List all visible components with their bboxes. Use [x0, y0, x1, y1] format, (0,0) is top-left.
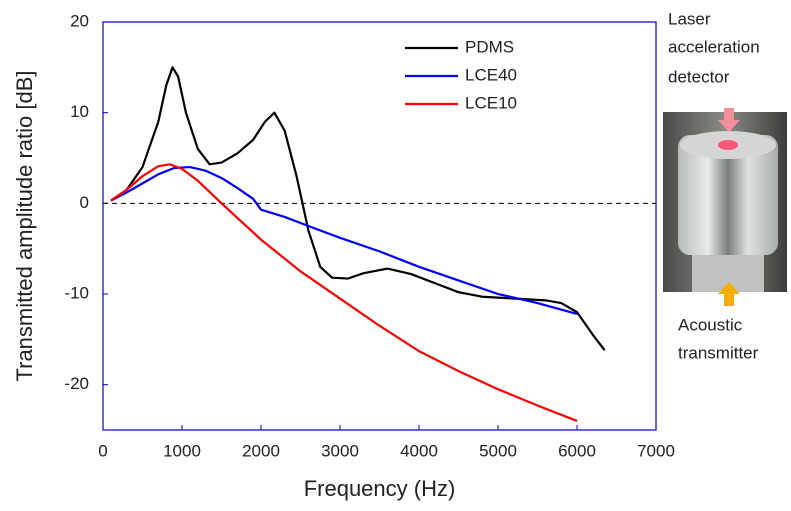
- legend-label: LCE10: [465, 93, 517, 112]
- annotation: Acoustic: [678, 315, 743, 334]
- series-line: [110, 165, 578, 316]
- x-tick-label: 4000: [400, 441, 438, 460]
- x-axis-label: Frequency (Hz): [304, 476, 456, 501]
- plot-frame: [102, 21, 657, 431]
- annotation: detector: [668, 67, 730, 86]
- y-tick-label: -20: [64, 374, 89, 393]
- photo: [663, 108, 787, 306]
- x-tick-label: 7000: [637, 441, 675, 460]
- y-axis-label: Transmitted amplitude ratio [dB]: [12, 71, 37, 382]
- y-tick-label: 10: [70, 102, 89, 121]
- x-tick-label: 6000: [558, 441, 596, 460]
- x-tick-label: 1000: [163, 441, 201, 460]
- x-tick-label: 3000: [321, 441, 359, 460]
- legend-label: LCE40: [465, 65, 517, 84]
- y-tick-label: 0: [80, 193, 89, 212]
- series-line: [110, 163, 578, 422]
- y-tick-label: 20: [70, 11, 89, 30]
- annotation: transmitter: [678, 343, 759, 362]
- x-tick-label: 2000: [242, 441, 280, 460]
- x-tick-label: 0: [98, 441, 107, 460]
- legend-label: PDMS: [465, 37, 514, 56]
- annotation: Laser: [668, 9, 711, 28]
- annotation: acceleration: [668, 37, 760, 56]
- series-line: [110, 66, 606, 351]
- y-tick-label: -10: [64, 283, 89, 302]
- x-tick-label: 5000: [479, 441, 517, 460]
